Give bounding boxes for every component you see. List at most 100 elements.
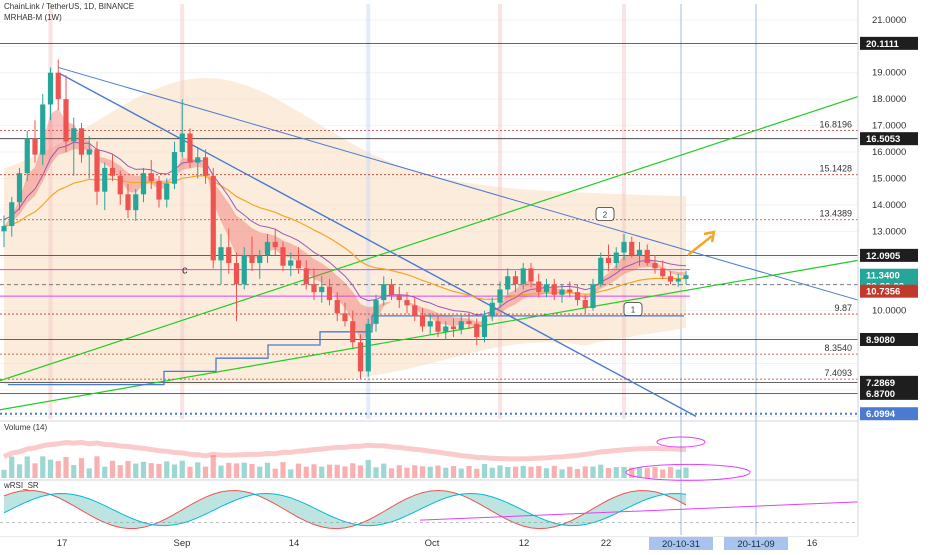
volume-bar <box>171 464 178 478</box>
candle-body <box>164 183 170 200</box>
price-tick-label: 14.0000 <box>872 200 906 211</box>
oscillator-line-fast <box>3 489 687 530</box>
price-tag-bg <box>860 284 918 298</box>
fib-level-label: 8.3540 <box>824 343 852 353</box>
candle-body <box>559 289 565 295</box>
volume-bar <box>218 465 224 478</box>
candle-body <box>629 241 635 256</box>
price-tick-label: 13.0000 <box>872 226 906 237</box>
candle-body <box>303 268 309 285</box>
candle-body <box>543 284 550 293</box>
candle-body <box>47 72 54 105</box>
wave-label-1-box <box>623 302 643 317</box>
volume-bar <box>226 462 232 478</box>
candle-body <box>481 315 488 338</box>
trendline-upper <box>58 66 859 301</box>
volume-bar <box>435 465 441 478</box>
volume-bar <box>272 468 278 478</box>
candle-body <box>334 300 340 314</box>
volume-bar <box>40 456 46 478</box>
candle-body <box>140 173 147 195</box>
price-pane[interactable]: 16.8196 15.1428 13.4389 9.87 8.3540 7.4093 c 2 1 <box>0 4 859 419</box>
volume-bar <box>373 467 379 478</box>
candle-body <box>381 284 387 301</box>
volume-bar <box>241 462 247 478</box>
candle-body <box>419 315 426 327</box>
candle-body <box>598 257 604 285</box>
candle-body <box>171 152 178 184</box>
price-tag-label: 10.7356 <box>866 287 900 298</box>
indicator-title[interactable]: MRHAB-M (1W) <box>4 13 62 22</box>
volume-bar <box>342 466 348 478</box>
volume-bar <box>443 467 449 478</box>
candle-body <box>458 321 464 330</box>
oscillator-pane[interactable]: wRSI_SR <box>0 481 859 530</box>
candle-body <box>388 284 395 295</box>
fib-level-label: 13.4389 <box>819 209 852 219</box>
volume-bar <box>148 463 154 478</box>
volume-bar <box>404 467 410 478</box>
candle-body <box>16 173 23 203</box>
oscillator-title: wRSI_SR <box>3 481 39 490</box>
envelope-cloud <box>4 78 686 385</box>
price-tick-label: 19.0000 <box>872 68 906 79</box>
candle-body <box>675 278 681 282</box>
volume-bar <box>559 469 565 478</box>
volume-bar <box>667 467 674 478</box>
volume-pane[interactable]: Volume (14) <box>1 423 751 481</box>
time-axis-bg <box>0 537 858 550</box>
session-highlight <box>498 4 502 419</box>
candle-body <box>63 99 69 142</box>
candle-body <box>272 241 278 248</box>
volume-bar <box>474 468 480 478</box>
volume-bar <box>71 465 77 478</box>
volume-bar <box>520 465 526 478</box>
candle-body <box>644 249 650 264</box>
candle-body <box>326 286 333 301</box>
candle-body <box>187 133 193 163</box>
volume-bar <box>365 459 371 478</box>
candle-body <box>319 286 325 293</box>
volume-ma-band <box>3 439 687 462</box>
price-tag-bg <box>860 268 918 282</box>
volume-bar <box>326 464 333 478</box>
price-tag-bg <box>860 386 918 400</box>
candle-body <box>280 247 286 266</box>
volume-bar <box>350 463 356 478</box>
volume-bar <box>94 456 100 478</box>
session-highlight <box>622 4 626 419</box>
price-tick-label: 18.0000 <box>872 94 906 105</box>
candle-body <box>350 321 356 343</box>
volume-bar <box>179 460 185 478</box>
candle-body <box>667 276 674 282</box>
volume-bar <box>24 456 30 478</box>
volume-bar <box>466 465 472 478</box>
signal-highlight-ellipse <box>656 436 706 448</box>
volume-bar <box>675 469 681 478</box>
candle-body <box>133 194 139 211</box>
volume-bar <box>133 463 139 478</box>
candle-body <box>512 276 519 285</box>
volume-bar <box>164 461 170 478</box>
price-tick-label: 10.0000 <box>872 306 906 317</box>
volume-bar <box>187 466 193 478</box>
volume-bar <box>613 467 619 478</box>
candle-body <box>257 255 263 264</box>
candle-body <box>55 72 61 100</box>
volume-bar <box>140 461 147 478</box>
volume-bar <box>117 465 123 478</box>
time-tick-label: 12 <box>519 538 530 549</box>
volume-bar <box>32 463 38 478</box>
session-highlight <box>366 4 371 419</box>
candle-body <box>125 194 131 211</box>
price-tag-label: 11.3400 <box>866 271 900 282</box>
price-tag-label: 12.0905 <box>866 251 901 262</box>
symbol-title[interactable]: ChainLink / TetherUS, 1D, BINANCE <box>4 2 135 11</box>
volume-bar <box>319 466 325 478</box>
volume-bar <box>497 465 503 478</box>
date-tag-label: 20-10-31 <box>662 539 700 550</box>
session-highlight <box>48 4 53 419</box>
purple-moving-average <box>3 141 687 316</box>
wave-label-2: 2 <box>603 210 608 219</box>
